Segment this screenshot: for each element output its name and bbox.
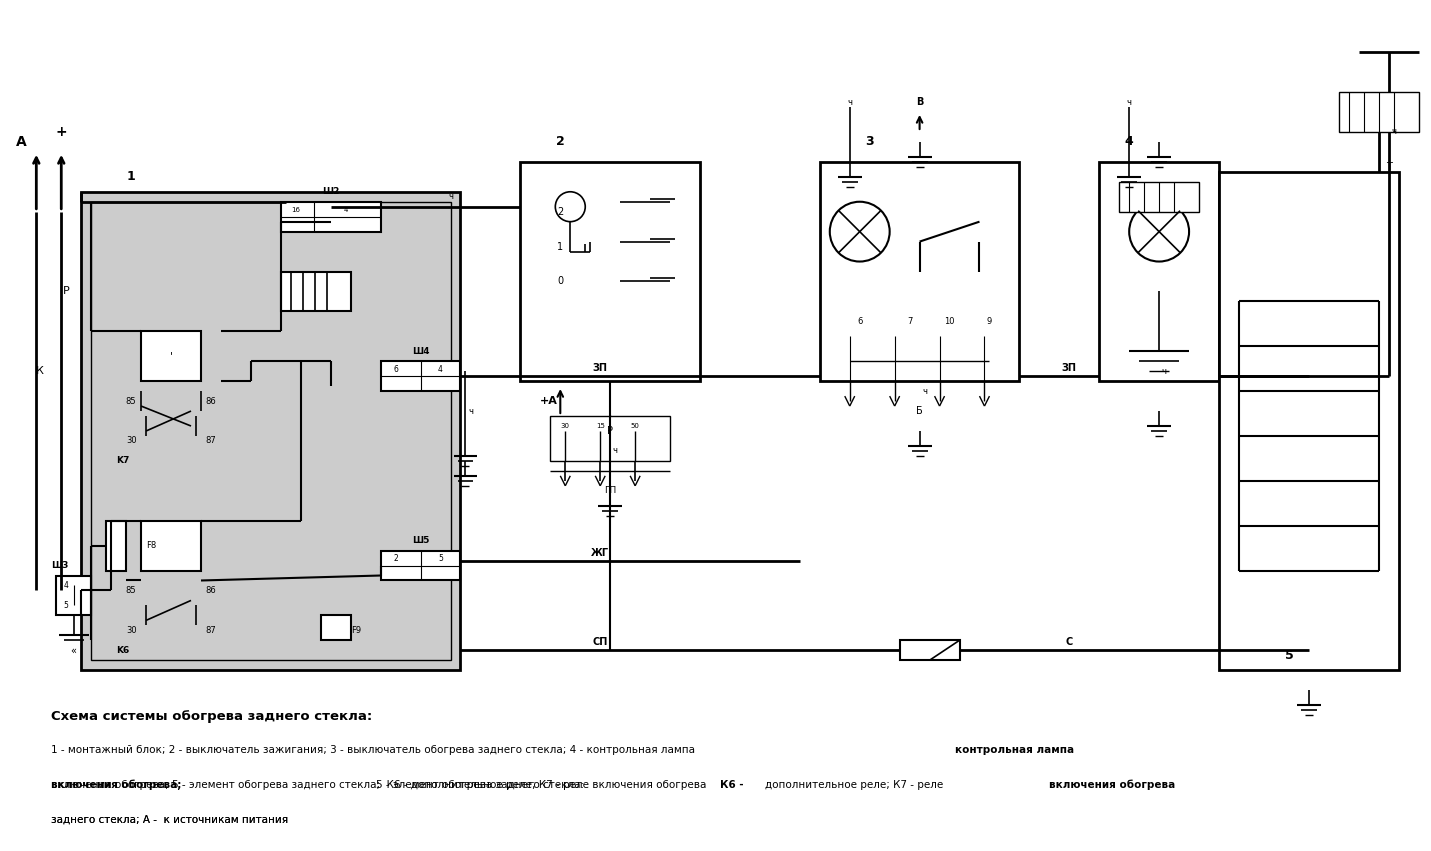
Bar [142,331,200,381]
Text: 87: 87 [206,625,216,635]
Text: 15: 15 [595,423,605,429]
Bar [82,191,461,671]
Text: 10: 10 [944,317,954,326]
Text: 7: 7 [907,317,913,326]
Text: +: + [56,125,67,139]
Text: ЗП: ЗП [592,363,608,374]
Text: 1: 1 [557,242,564,252]
Text: дополнительное реле; К7 - реле: дополнительное реле; К7 - реле [766,780,943,790]
Text: 85: 85 [126,586,136,595]
Bar [142,521,200,570]
Text: ЗП: ЗП [1062,363,1076,374]
Bar [280,202,381,231]
Text: 85: 85 [126,397,136,406]
Text: С: С [1066,637,1073,648]
Text: 9: 9 [987,317,992,326]
Text: K7: K7 [116,456,130,465]
Text: ч: ч [448,192,454,201]
Text: 30: 30 [126,625,136,635]
Bar [280,271,351,311]
Text: ЖГ: ЖГ [591,547,610,557]
Text: Схема системы обогрева заднего стекла:: Схема системы обогрева заднего стекла: [52,710,372,723]
Text: Ш5: Ш5 [412,536,429,545]
Bar [92,202,451,660]
Text: 6: 6 [394,365,398,374]
Text: 3: 3 [866,135,874,148]
Bar [1339,92,1418,132]
Text: Б: Б [916,406,923,416]
Text: 87: 87 [206,437,216,445]
Text: 50: 50 [631,423,640,429]
Text: Р: Р [607,426,614,436]
Text: 2: 2 [557,207,564,217]
Text: 16: 16 [292,207,301,213]
Text: 2: 2 [394,554,398,563]
Text: A: A [16,135,27,149]
Text: К6 -: К6 - [720,780,744,790]
Text: заднего стекла; А -  к источникам питания: заднего стекла; А - к источникам питания [52,814,289,825]
Text: ч: ч [612,447,618,455]
Text: 1 - монтажный блок; 2 - выключатель зажигания; 3 - выключатель обогрева заднего : 1 - монтажный блок; 2 - выключатель зажи… [52,745,695,755]
Text: 1: 1 [127,170,136,183]
Text: 4: 4 [438,365,444,374]
Bar [521,162,700,381]
Circle shape [830,202,890,261]
Text: 6: 6 [857,317,863,326]
Text: 2: 2 [555,135,565,148]
Text: 4: 4 [343,207,348,213]
Text: «: « [70,645,77,655]
Text: включения обогрева;: включения обогрева; [52,780,182,791]
Text: Ш2: Ш2 [322,187,339,197]
Text: 0: 0 [557,277,564,287]
Text: 4: 4 [64,581,69,590]
Text: включения обогрева: включения обогрева [1049,780,1176,791]
Text: 5: 5 [438,554,444,563]
Text: К: К [36,366,43,376]
Bar [1099,162,1219,381]
Text: 30: 30 [126,437,136,445]
Text: ГП: ГП [604,486,617,495]
Text: включения обогрева; 5 - элемент обогрева заднего стекла;  К6 - дополнительное ре: включения обогрева; 5 - элемент обогрева… [52,780,707,790]
Bar [1119,182,1199,212]
Text: +А: +А [541,396,558,406]
Text: контрольная лампа: контрольная лампа [954,745,1073,755]
Text: СП: СП [592,637,608,648]
Bar [381,361,461,391]
Text: ч: ч [922,386,927,396]
Text: 5: 5 [1285,648,1294,662]
Text: ч: ч [1162,367,1166,375]
Bar [820,162,1019,381]
Text: 30: 30 [561,423,570,429]
Text: Ш4: Ш4 [412,346,429,356]
Text: Ш3: Ш3 [52,561,69,570]
Text: ч: ч [1391,128,1397,136]
Text: Т: Т [1385,162,1391,172]
Text: 5: 5 [64,601,69,610]
Text: F9: F9 [351,625,361,635]
Bar [1219,172,1398,671]
Text: ч: ч [1126,98,1132,106]
Text: Р: Р [63,287,70,296]
Text: ': ' [169,351,173,361]
Bar [551,416,670,461]
Text: ч: ч [847,98,853,106]
Bar [106,521,126,570]
Text: 86: 86 [206,586,216,595]
Circle shape [1129,202,1189,261]
Text: заднего стекла; А -  к источникам питания: заднего стекла; А - к источникам питания [52,814,289,825]
Text: 4: 4 [1125,135,1133,148]
Bar [900,640,960,660]
Bar [321,615,351,640]
Text: 86: 86 [206,397,216,406]
Text: 5 - элемент обогрева заднего стекла:: 5 - элемент обогрева заднего стекла: [376,780,587,790]
Text: K6: K6 [116,646,129,654]
Bar [56,575,92,615]
Text: F8: F8 [146,541,156,550]
Text: В: В [916,97,923,107]
Text: ч: ч [468,407,474,415]
Bar [381,551,461,580]
